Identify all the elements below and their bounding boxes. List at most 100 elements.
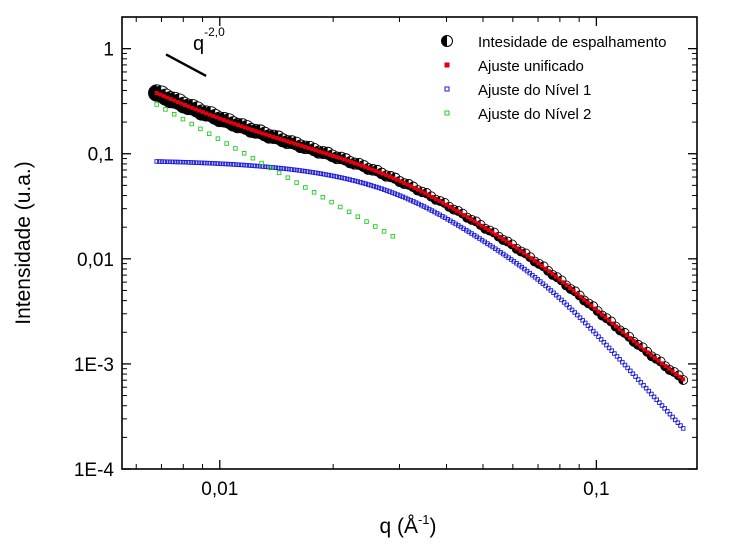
fit-point [202,160,207,166]
fit-point [614,354,620,359]
fit-point [409,184,414,189]
fit-point [180,116,186,122]
fit-point [617,327,622,332]
fit-point [522,251,527,256]
fit-point [363,181,368,187]
fit-point [451,206,456,211]
fit-point [276,165,281,171]
fit-point [247,163,252,168]
fit-point [194,160,199,165]
fit-point [364,219,369,224]
fit-point [633,374,638,379]
fit-point [339,175,345,181]
fit-point [196,160,202,165]
fit-point [207,112,212,117]
plot-frame [121,16,698,470]
fit-point [157,159,162,164]
fit-point [413,200,419,205]
y-tick-label: 1E-4 [74,460,115,481]
fit-point [239,162,244,168]
fit-point [331,173,337,179]
fit-point [672,417,678,423]
fit-point [175,159,181,165]
fit-point [359,163,364,168]
fit-point [281,166,286,171]
fit-point [657,400,662,405]
fit-point [249,163,255,168]
fit-point [346,209,352,215]
fit-point [274,136,279,141]
fit-point [193,107,198,112]
fit-point [374,184,379,190]
fit-point [419,202,424,208]
fit-point [296,142,301,147]
fit-point [486,228,491,233]
fit-point [217,161,223,166]
fit-point [641,383,646,388]
fit-point [271,134,276,139]
fit-point [543,283,548,289]
series-unified-fit [154,90,686,382]
fit-point [628,368,633,374]
fit-point [665,409,670,414]
fit-point [165,95,170,100]
fit-point [210,161,215,166]
fit-point [273,165,279,170]
fit-point [525,253,530,258]
fit-point [670,369,675,374]
fit-point [154,102,159,107]
fit-point [267,133,272,138]
fit-point [405,196,411,202]
fit-point [259,160,264,166]
fit-point [384,173,389,178]
fit-point [276,170,282,176]
fit-point [315,170,321,176]
fit-point [635,377,641,382]
axis-ticks: 0,01 0,1 1 0,1 0,01 1E-3 1E-4 [74,17,697,500]
fit-point [182,102,187,107]
legend-item-level-2: Ajuste do Nível 2 [444,106,591,123]
fit-point [604,342,609,348]
fit-point [392,191,398,196]
fit-point [656,358,661,363]
fit-point [649,353,654,358]
fit-point [645,350,650,355]
fit-point [455,208,460,213]
fit-point [347,177,353,182]
fit-point [161,94,166,99]
fit-point [368,183,374,188]
fit-point [313,170,318,176]
fit-point [553,274,558,279]
fit-point [649,391,654,397]
fit-point [281,138,286,143]
fit-point [250,127,255,132]
fit-point [578,294,583,299]
fit-point [638,380,644,385]
fit-point [321,171,326,177]
fit-point [311,190,317,195]
fit-point [363,164,368,169]
legend-label-intensity: Intesidade de espalhamento [478,34,666,51]
x-tick-label: 0,1 [583,479,609,500]
fit-point [654,397,659,403]
fit-point [228,120,233,125]
fit-point [288,140,293,145]
fit-point [508,241,513,246]
fit-point [221,117,226,122]
fit-point [268,165,273,171]
fit-point [458,210,463,215]
fit-point [334,155,339,160]
fit-point [670,414,675,420]
fit-point [479,223,484,228]
fit-point [326,172,331,178]
fit-point [292,141,297,146]
fit-point [180,159,186,165]
fit-point [254,163,260,169]
series-level-1 [154,159,686,431]
fit-point [232,121,237,126]
plot-data [148,84,689,431]
fit-point [546,269,551,274]
fit-point [447,204,452,209]
fit-point [631,338,636,343]
